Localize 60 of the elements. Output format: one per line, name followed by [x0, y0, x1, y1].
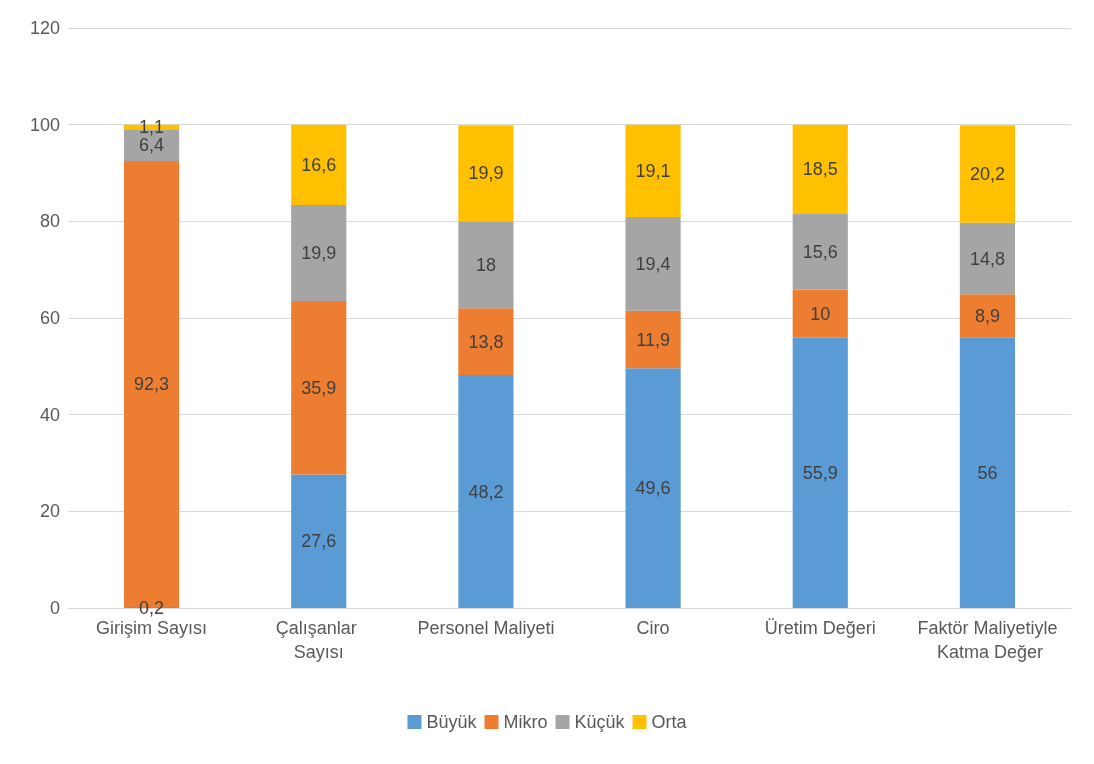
data-label: 27,6	[301, 531, 337, 552]
bar	[291, 301, 347, 475]
data-label: 18,5	[802, 159, 838, 180]
data-label: 6,4	[139, 135, 165, 156]
x-tick-label: Girişim Sayısı	[96, 618, 208, 638]
data-label: 55,9	[802, 462, 838, 483]
bar	[625, 124, 681, 217]
data-label: 20,2	[969, 163, 1005, 184]
bar	[625, 310, 681, 369]
data-label: 14,8	[969, 248, 1005, 269]
bar	[792, 337, 848, 608]
bar	[792, 124, 848, 215]
bar	[792, 214, 848, 290]
bar	[458, 221, 514, 309]
y-tick-label: 0	[49, 598, 60, 618]
bar	[959, 125, 1015, 223]
bar	[291, 474, 347, 608]
data-label: 19,9	[301, 242, 337, 263]
data-label: 92,3	[134, 373, 170, 394]
bar	[792, 289, 848, 338]
bar	[959, 337, 1015, 608]
data-label: 18	[475, 254, 496, 275]
x-tick-label: Ciro	[636, 618, 670, 638]
x-tick-label: Personel Maliyeti	[417, 618, 555, 638]
bar	[625, 216, 681, 311]
y-tick-label: 80	[39, 211, 60, 232]
y-tick-label: 100	[29, 114, 60, 135]
data-label: 49,6	[635, 478, 671, 499]
bar	[625, 368, 681, 608]
x-tick-label: Üretim Değeri	[764, 618, 876, 638]
x-tick-label: Çalışanlar Sayısı	[275, 618, 362, 662]
data-label: 16,6	[301, 154, 337, 175]
data-label: 15,6	[802, 241, 838, 262]
x-tick-label: Faktör Maliyetiyle Katma Değer	[917, 618, 1058, 662]
y-tick-label: 40	[39, 404, 60, 425]
bar	[458, 125, 514, 222]
data-label: 10	[810, 303, 831, 324]
bar	[291, 204, 347, 302]
bar	[291, 124, 347, 205]
data-label: 19,1	[635, 160, 671, 181]
data-label: 8,9	[974, 305, 1000, 326]
data-label: 48,2	[468, 481, 504, 502]
legend-label: Büyük	[426, 712, 478, 732]
data-label: 13,8	[468, 331, 504, 352]
data-label: 11,9	[636, 329, 670, 350]
data-label: 0,2	[139, 597, 165, 618]
legend-label: Mikro	[503, 712, 548, 732]
bar	[959, 294, 1015, 338]
data-label: 19,9	[468, 163, 504, 184]
legend-label: Orta	[651, 712, 688, 732]
y-tick-label: 120	[29, 18, 60, 38]
bar	[458, 375, 514, 608]
y-tick-label: 60	[39, 308, 60, 328]
data-label: 56	[977, 462, 998, 483]
legend-label: Küçük	[574, 712, 626, 732]
bar	[458, 308, 514, 376]
bar	[959, 222, 1015, 295]
data-label: 35,9	[301, 377, 337, 398]
data-label: 19,4	[635, 253, 671, 274]
y-tick-label: 20	[39, 501, 60, 522]
